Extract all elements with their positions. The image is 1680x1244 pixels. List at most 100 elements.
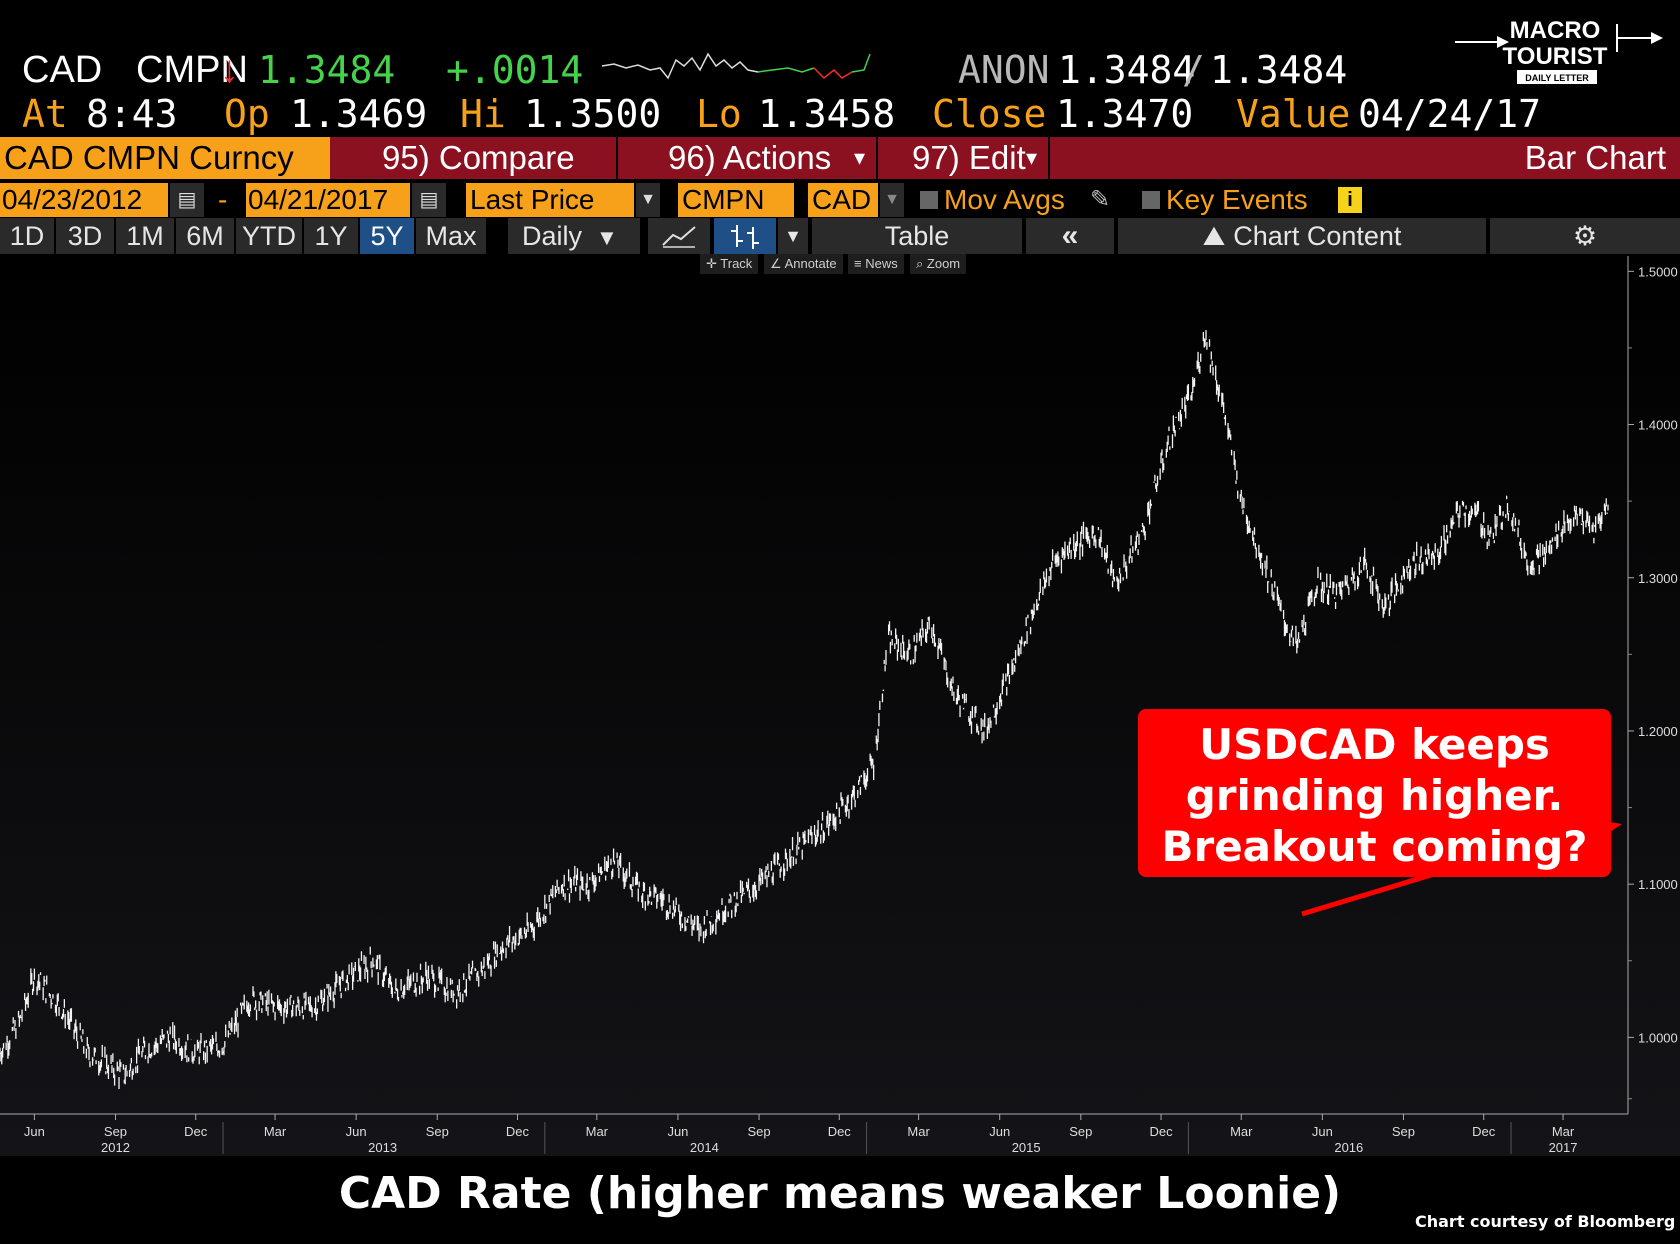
chart-content-label: Chart Content (1233, 221, 1402, 251)
start-date-input[interactable]: 04/23/2012 (0, 183, 168, 217)
period-tab-3d[interactable]: 3D (56, 218, 114, 254)
x-tick-label: Mar (907, 1124, 930, 1139)
news-label: News (865, 256, 898, 271)
period-tab-5y[interactable]: 5Y (360, 218, 414, 254)
mov-avgs-label: Mov Avgs (944, 184, 1065, 215)
logo-line1: MACRO (1510, 17, 1601, 44)
annotation-box: USDCAD keeps grinding higher. Breakout c… (1138, 709, 1611, 877)
x-tick-label: Sep (747, 1124, 770, 1139)
menu-bar (330, 137, 1680, 179)
menu-divider (876, 137, 878, 179)
y-tick-label: 1.4000 (1638, 418, 1678, 433)
bar-chart-icon[interactable] (714, 218, 776, 254)
value-date: 04/24/17 (1358, 92, 1542, 136)
table-button[interactable]: Table (812, 218, 1022, 254)
x-year-label: 2014 (690, 1140, 719, 1155)
annotation-line3: Breakout coming? (1161, 822, 1588, 871)
source-label: CMPN (136, 49, 248, 91)
field-select[interactable]: Last Price (466, 183, 634, 217)
compare-button[interactable]: 95) Compare (382, 139, 575, 176)
period-tab-1y[interactable]: 1Y (304, 218, 358, 254)
annotation-line1: USDCAD keeps (1199, 720, 1550, 769)
key-events-checkbox[interactable] (1142, 191, 1160, 209)
actions-button[interactable]: 96) Actions (668, 139, 832, 176)
down-arrow-icon: ↓ (220, 49, 239, 91)
frequency-select[interactable]: Daily ▼ (508, 218, 640, 254)
y-tick-label: 1.5000 (1638, 264, 1678, 279)
high-price: 1.3500 (524, 92, 662, 136)
at-label: At (22, 92, 68, 136)
chart-content-icon: ⛰ (1202, 221, 1226, 251)
zoom-icon: ⌕ (916, 256, 927, 271)
chart-area: 1.5000 1.4000 1.3000 1.2000 1.1000 1.0000 Jun S… (0, 256, 1680, 1156)
period-tab-6m[interactable]: 6M (176, 218, 234, 254)
chart-type-label: Bar Chart (1524, 139, 1666, 176)
x-tick-label: Mar (1230, 1124, 1253, 1139)
news-icon: ≡ (854, 256, 866, 271)
x-tick-label: Mar (1552, 1124, 1575, 1139)
x-tick-label: Jun (667, 1124, 688, 1139)
security-field[interactable]: CAD CMPN Curncy (0, 137, 330, 179)
x-year-label: 2015 (1012, 1140, 1041, 1155)
period-tab-ytd[interactable]: YTD (236, 218, 302, 254)
menu-divider (1048, 137, 1050, 179)
currency-select[interactable]: CAD (808, 183, 878, 217)
period-tab-1m[interactable]: 1M (116, 218, 174, 254)
chart-content-button[interactable]: ⛰ Chart Content (1118, 218, 1486, 254)
x-year-label: 2017 (1549, 1140, 1578, 1155)
info-icon[interactable]: i (1338, 187, 1362, 213)
line-chart-icon[interactable] (648, 218, 710, 254)
logo-line2: TOURIST (1503, 43, 1608, 70)
price-chart: 1.5000 1.4000 1.3000 1.2000 1.1000 1.0000 Jun S… (0, 256, 1678, 1155)
field-dropdown-icon[interactable]: ▼ (636, 183, 660, 217)
sparkline (602, 52, 871, 80)
track-tool[interactable]: ✛ Track (700, 254, 759, 274)
x-tick-label: Dec (1472, 1124, 1496, 1139)
x-year-label: 2016 (1334, 1140, 1363, 1155)
y-tick-label: 1.0000 (1638, 1030, 1678, 1045)
y-tick-label: 1.2000 (1638, 724, 1678, 739)
frequency-label: Daily (522, 221, 583, 251)
pencil-icon[interactable]: ✎ (1090, 186, 1111, 213)
end-date-input[interactable]: 04/21/2017 (246, 183, 410, 217)
menu-divider (616, 137, 618, 179)
actions-dropdown-icon[interactable]: ▾ (854, 145, 866, 170)
frequency-dropdown-icon: ▼ (596, 225, 618, 250)
edit-dropdown-icon[interactable]: ▾ (1026, 145, 1038, 170)
period-tab-1d[interactable]: 1D (0, 218, 54, 254)
settings-gear-icon[interactable]: ⚙ (1490, 218, 1680, 254)
zoom-tool[interactable]: ⌕ Zoom (910, 254, 967, 274)
currency-dropdown-icon[interactable]: ▼ (880, 183, 904, 217)
bid-price: 1.3484 (1058, 48, 1196, 92)
x-tick-label: Sep (1069, 1124, 1092, 1139)
calendar-icon[interactable]: ▤ (412, 183, 446, 217)
x-tick-label: Mar (586, 1124, 609, 1139)
low-label: Lo (696, 92, 742, 136)
annotate-icon: ∠ (770, 256, 785, 271)
x-tick-label: Jun (24, 1124, 45, 1139)
annotation-line2: grinding higher. (1185, 771, 1564, 820)
y-tick-label: 1.1000 (1638, 877, 1678, 892)
collapse-icon[interactable]: « (1026, 218, 1114, 254)
x-tick-label: Dec (828, 1124, 852, 1139)
footer-title: CAD Rate (higher means weaker Loonie) (338, 1168, 1342, 1219)
mov-avgs-checkbox[interactable] (920, 191, 938, 209)
x-tick-label: Dec (1149, 1124, 1173, 1139)
source-select[interactable]: CMPN (678, 183, 794, 217)
ask-price: 1.3484 (1210, 48, 1348, 92)
annotate-tool[interactable]: ∠ Annotate (764, 254, 843, 274)
calendar-icon[interactable]: ▤ (170, 183, 204, 217)
news-tool[interactable]: ≡ News (848, 254, 904, 274)
track-label: Track (720, 256, 753, 271)
chart-style-dropdown-icon[interactable]: ▼ (778, 218, 808, 254)
logo-line3: DAILY LETTER (1525, 73, 1589, 83)
x-tick-label: Mar (264, 1124, 287, 1139)
period-tab-max[interactable]: Max (416, 218, 486, 254)
low-price: 1.3458 (758, 92, 896, 136)
price-bars (0, 330, 1609, 1089)
crosshair-icon: ✛ (706, 256, 721, 271)
edit-button[interactable]: 97) Edit (912, 139, 1026, 176)
x-year-label: 2013 (368, 1140, 397, 1155)
open-price: 1.3469 (290, 92, 428, 136)
key-events-label: Key Events (1166, 184, 1308, 215)
